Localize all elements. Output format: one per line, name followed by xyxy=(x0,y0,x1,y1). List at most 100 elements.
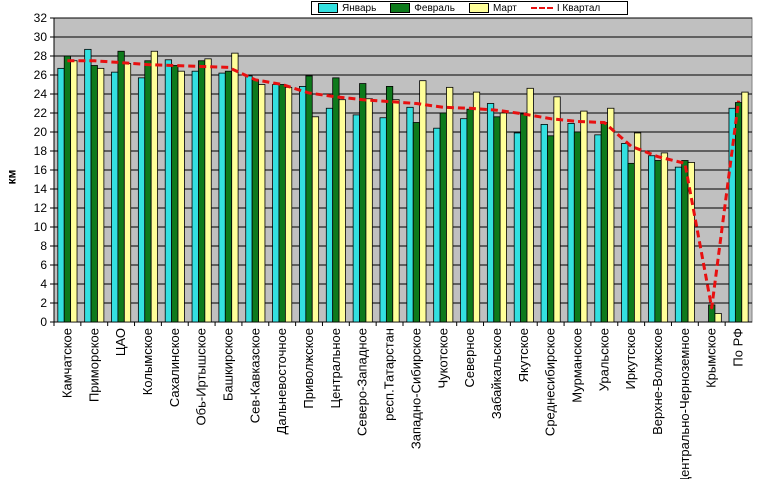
bar-february xyxy=(412,122,421,323)
bar-january xyxy=(433,127,441,323)
x-tick-label: Забайкальское xyxy=(489,328,504,419)
legend-label-quarter: I Квартал xyxy=(556,2,601,14)
bar-january xyxy=(191,70,199,323)
y-tick-label: 22 xyxy=(34,106,48,120)
bar-january xyxy=(513,132,522,323)
legend-item-quarter: I Квартал xyxy=(530,2,601,14)
bar-february xyxy=(278,84,286,323)
bar-february xyxy=(627,162,635,323)
legend-item-january: Январь xyxy=(318,3,376,14)
y-tick-label: 6 xyxy=(40,258,47,272)
x-tick-label: Крымское xyxy=(704,328,719,388)
bar-february xyxy=(600,122,608,323)
x-tick-label: респ.Татарстан xyxy=(382,328,397,421)
x-tick-label: Обь-Иртышское xyxy=(194,328,209,425)
y-tick-label: 26 xyxy=(34,68,48,82)
y-tick-label: 10 xyxy=(34,220,48,234)
y-tick-label: 12 xyxy=(34,201,48,215)
bar-march xyxy=(392,99,400,323)
x-tick-label: Приморское xyxy=(86,328,101,402)
bar-january xyxy=(84,48,92,323)
x-tick-label: Северное xyxy=(462,328,477,387)
y-tick-label: 28 xyxy=(34,49,48,63)
x-tick-label: Колымское xyxy=(140,328,155,395)
bar-march xyxy=(472,91,481,323)
x-tick-label: Сахалинское xyxy=(167,328,182,407)
bar-february xyxy=(681,160,689,323)
bar-february xyxy=(224,70,233,323)
bar-february xyxy=(90,65,98,323)
bar-january xyxy=(379,117,387,323)
x-tick-label: Чукотское xyxy=(435,328,450,389)
y-tick-label: 0 xyxy=(40,315,47,329)
x-tick-label: Центральное xyxy=(328,328,343,408)
legend-swatch-january xyxy=(318,3,338,13)
x-tick-label: Верхне-Волжское xyxy=(650,328,665,435)
bar-march xyxy=(580,110,588,323)
x-tick-label: ЦАО xyxy=(113,328,128,356)
bar-march xyxy=(687,161,695,323)
x-tick-label: Приволжское xyxy=(301,328,316,409)
bar-january xyxy=(325,107,334,323)
bar-march xyxy=(70,60,78,323)
legend-swatch-quarter xyxy=(530,7,553,9)
y-tick-label: 30 xyxy=(34,30,48,44)
bar-march xyxy=(258,84,266,323)
legend-label-january: Январь xyxy=(342,2,377,14)
x-tick-label: Сев-Кавказское xyxy=(247,328,262,423)
y-axis-title: км xyxy=(4,169,19,185)
y-tick-label: 8 xyxy=(40,239,47,253)
bar-march xyxy=(123,63,132,323)
x-tick-label: Уральское xyxy=(596,328,611,391)
bar-january xyxy=(486,103,495,323)
bar-january xyxy=(245,75,253,323)
y-tick-label: 16 xyxy=(34,163,48,177)
x-tick-label: Центрально-Черноземное xyxy=(677,328,692,479)
y-tick-label: 24 xyxy=(34,87,48,101)
bar-january xyxy=(674,166,683,323)
x-tick-label: Среднесибирское xyxy=(543,328,558,436)
bar-january xyxy=(111,71,119,323)
bar-january xyxy=(406,106,414,323)
bar-march xyxy=(633,132,642,323)
bar-february xyxy=(547,135,555,323)
bar-march xyxy=(446,86,454,323)
bar-february xyxy=(654,160,662,323)
x-tick-label: Камчатское xyxy=(59,328,74,398)
bar-march xyxy=(231,52,239,323)
bar-january xyxy=(540,124,548,323)
legend-item-march: Март xyxy=(468,2,517,14)
bar-march xyxy=(741,91,749,323)
x-tick-label: Башкирское xyxy=(221,328,236,401)
bar-february xyxy=(439,112,447,323)
bar-february xyxy=(305,75,313,323)
x-tick-label: Дальневосточное xyxy=(274,328,289,434)
bar-january xyxy=(57,67,65,323)
bar-march xyxy=(97,67,105,323)
bar-january xyxy=(621,142,629,323)
bar-march xyxy=(607,107,615,323)
bar-january xyxy=(299,86,307,323)
bar-march xyxy=(284,86,293,323)
line-quarter xyxy=(67,59,741,310)
y-tick-label: 2 xyxy=(40,296,47,310)
bar-february xyxy=(466,108,474,323)
bar-january xyxy=(164,59,173,323)
bar-february xyxy=(359,83,367,323)
legend: Январь Февраль Март I Квартал xyxy=(311,1,628,15)
bar-january xyxy=(567,123,575,323)
x-tick-label: По РФ xyxy=(731,328,746,367)
bar-march xyxy=(311,116,320,323)
bar-march xyxy=(150,50,158,323)
bar-march xyxy=(177,70,185,323)
bar-march xyxy=(338,99,346,323)
bar-january xyxy=(648,155,656,323)
y-tick-label: 20 xyxy=(34,125,48,139)
legend-item-february: Февраль xyxy=(390,3,455,14)
legend-label-march: Март xyxy=(492,2,517,14)
bar-march xyxy=(419,80,427,323)
bar-march xyxy=(526,87,534,323)
bar-february xyxy=(385,86,394,323)
y-tick-label: 18 xyxy=(34,144,48,158)
bar-january xyxy=(352,114,360,323)
